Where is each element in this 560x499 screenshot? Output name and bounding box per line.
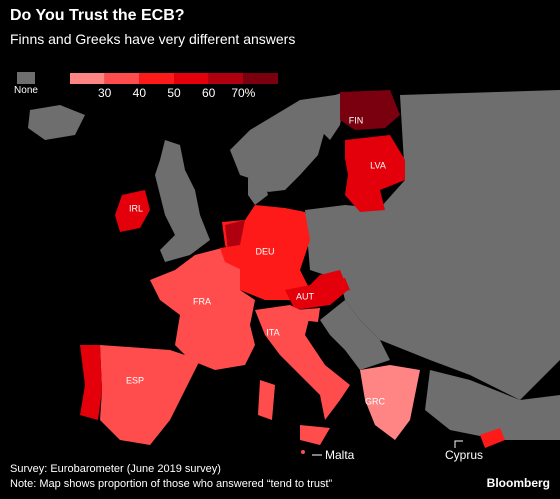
country-label: GRC bbox=[365, 396, 386, 406]
land-shape bbox=[230, 95, 340, 192]
country-labels: FIN LVA IRL DEU FRA AUT ITA ESP GRC bbox=[126, 115, 386, 406]
country-label: IRL bbox=[129, 203, 143, 213]
country-shape bbox=[340, 90, 400, 130]
country-shape bbox=[345, 135, 405, 212]
land bbox=[28, 90, 560, 440]
legend-swatch bbox=[208, 73, 244, 84]
country-shape bbox=[150, 248, 255, 370]
country-label: FRA bbox=[193, 296, 211, 306]
country-shape bbox=[220, 245, 242, 270]
land-shape bbox=[28, 105, 85, 140]
country-shape bbox=[301, 450, 305, 454]
note: Note: Map shows proportion of those who … bbox=[10, 478, 333, 490]
land-shape bbox=[155, 140, 210, 262]
legend-swatch bbox=[70, 73, 105, 84]
source: Survey: Eurobarometer (June 2019 survey) bbox=[10, 463, 221, 475]
legend-tick-label: 70% bbox=[231, 86, 255, 100]
none-label: None bbox=[14, 85, 38, 96]
title: Do You Trust the ECB? bbox=[10, 7, 185, 24]
countries bbox=[80, 90, 505, 454]
country-shape bbox=[295, 308, 320, 322]
legend-swatch bbox=[174, 73, 209, 84]
country-shape bbox=[255, 305, 350, 445]
country-shape bbox=[360, 365, 420, 440]
legend: None 30 40 50 60 70% bbox=[14, 72, 278, 100]
country-shape bbox=[318, 278, 350, 295]
legend-tick-label: 30 bbox=[98, 86, 112, 100]
country-shape bbox=[225, 220, 245, 250]
land-shape bbox=[320, 92, 345, 140]
legend-tick-label: 40 bbox=[133, 86, 147, 100]
land-shape bbox=[305, 90, 560, 400]
country-shape bbox=[100, 345, 200, 445]
country-label: ITA bbox=[266, 327, 279, 337]
legend-tick-label: 60 bbox=[202, 86, 216, 100]
land-shape bbox=[248, 172, 268, 205]
country-shape bbox=[115, 190, 150, 232]
land-shape bbox=[425, 370, 560, 440]
none-swatch bbox=[17, 72, 35, 84]
country-label: ESP bbox=[126, 375, 144, 385]
country-label: AUT bbox=[296, 291, 315, 301]
leader-line bbox=[454, 440, 463, 448]
country-shape bbox=[222, 205, 310, 300]
country-label: FIN bbox=[349, 115, 364, 125]
country-label: LVA bbox=[370, 160, 386, 170]
legend-swatch bbox=[139, 73, 174, 84]
legend-swatch bbox=[104, 73, 140, 84]
land-shape bbox=[320, 300, 390, 370]
legend-tick-label: 50 bbox=[167, 86, 181, 100]
place-label: Malta bbox=[325, 448, 355, 462]
country-shape bbox=[80, 345, 102, 420]
legend-swatch bbox=[243, 73, 278, 84]
country-shape bbox=[480, 428, 505, 448]
subtitle: Finns and Greeks have very different ans… bbox=[10, 31, 295, 47]
country-label: DEU bbox=[255, 246, 274, 256]
logo: Bloomberg bbox=[487, 476, 550, 490]
place-label: Cyprus bbox=[445, 448, 483, 462]
